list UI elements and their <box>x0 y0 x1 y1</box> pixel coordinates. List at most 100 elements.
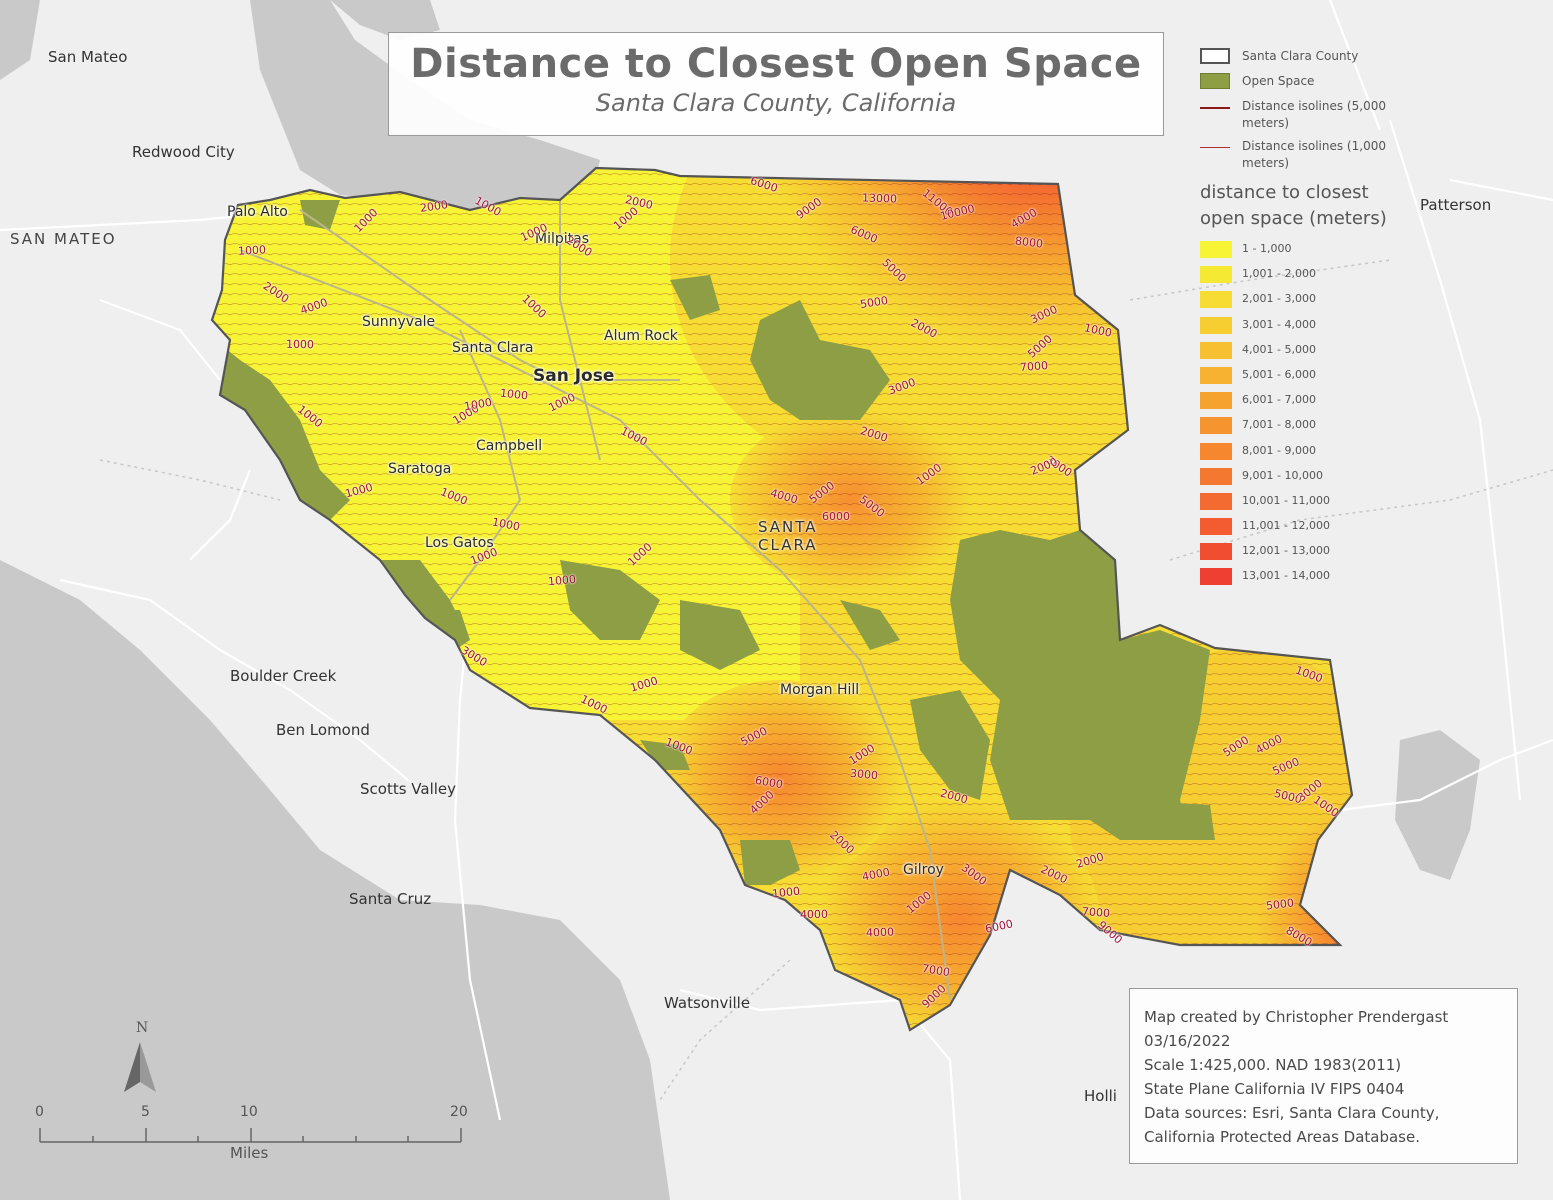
city-label: Sunnyvale <box>362 314 436 330</box>
legend-heading: distance to closest open space (meters) <box>1200 182 1387 229</box>
credit-line: Data sources: Esri, Santa Clara County, <box>1144 1104 1440 1122</box>
legend-class-label: 10,001 - 11,000 <box>1242 493 1330 507</box>
north-label: N <box>136 1020 149 1036</box>
isoline-label: 3000 <box>849 766 879 783</box>
isoline-label: 4000 <box>865 925 895 940</box>
isoline-label: 1000 <box>285 337 315 352</box>
legend-class-label: 9,001 - 10,000 <box>1242 468 1323 482</box>
scale-bar-line <box>39 1128 462 1143</box>
legend-class-row: 9,001 - 10,000 <box>1198 465 1418 490</box>
legend-class-swatch <box>1200 316 1232 334</box>
city-label: Palo Alto <box>227 204 288 220</box>
county-label: SANTA CLARA <box>758 518 818 554</box>
scale-tick-label: 0 <box>35 1104 44 1120</box>
legend-class-label: 1,001 - 2,000 <box>1242 267 1316 281</box>
legend-class-row: 11,001 - 12,000 <box>1198 515 1418 540</box>
credit-line: 03/16/2022 <box>1144 1032 1231 1050</box>
isoline-label: 7000 <box>1081 905 1111 920</box>
legend-class-row: 4,001 - 5,000 <box>1198 339 1418 364</box>
legend-class-label: 11,001 - 12,000 <box>1242 519 1330 533</box>
legend-classes: 1 - 1,000 1,001 - 2,000 2,001 - 3,000 3,001… <box>1198 238 1418 591</box>
city-label: Milpitas <box>535 231 589 247</box>
city-label: Los Gatos <box>425 535 494 551</box>
legend-class-label: 8,001 - 9,000 <box>1242 443 1316 457</box>
legend-class-row: 1 - 1,000 <box>1198 238 1418 263</box>
isoline-label: 1000 <box>237 243 267 258</box>
legend-class-swatch <box>1200 492 1232 510</box>
legend-class-swatch <box>1200 341 1232 359</box>
credit-line: State Plane California IV FIPS 0404 <box>1144 1080 1405 1098</box>
credit-line: California Protected Areas Database. <box>1144 1128 1420 1146</box>
legend-class-label: 2,001 - 3,000 <box>1242 292 1316 306</box>
credit-line: Map created by Christopher Prendergast <box>1144 1008 1449 1026</box>
place-label: Patterson <box>1420 196 1492 214</box>
scale-units: Miles <box>230 1144 269 1162</box>
place-label: Holli <box>1084 1087 1117 1105</box>
legend-class-swatch <box>1200 291 1232 309</box>
legend-class-swatch <box>1200 543 1232 561</box>
map-subtitle: Santa Clara County, California <box>595 89 957 117</box>
legend-label: Santa Clara County <box>1242 49 1359 63</box>
legend-class-row: 6,001 - 7,000 <box>1198 389 1418 414</box>
legend-class-label: 6,001 - 7,000 <box>1242 393 1316 407</box>
isoline-label: 7000 <box>1019 359 1049 374</box>
north-arrow-icon <box>124 1042 156 1092</box>
legend-class-swatch <box>1200 241 1232 258</box>
legend-class-swatch <box>1200 366 1232 384</box>
legend-class-label: 4,001 - 5,000 <box>1242 342 1316 356</box>
credits-box: Map created by Christopher Prendergast 0… <box>1129 988 1518 1164</box>
place-label: Scotts Valley <box>360 780 457 798</box>
legend: Santa Clara County Open Space Distance i… <box>1198 44 1418 591</box>
legend-class-swatch <box>1200 392 1232 410</box>
county-label-line: CLARA <box>758 536 818 554</box>
legend-class-swatch <box>1200 568 1232 586</box>
legend-class-label: 12,001 - 13,000 <box>1242 544 1330 558</box>
legend-class-swatch <box>1200 518 1232 536</box>
legend-class-row: 13,001 - 14,000 <box>1198 565 1418 590</box>
legend-label: Open Space <box>1242 74 1315 88</box>
place-label: SAN MATEO <box>10 230 117 248</box>
isoline-5000-icon <box>1200 107 1230 109</box>
legend-class-label: 5,001 - 6,000 <box>1242 367 1316 381</box>
open-space-icon <box>1200 73 1230 89</box>
place-label: Watsonville <box>664 994 751 1012</box>
legend-class-row: 12,001 - 13,000 <box>1198 540 1418 565</box>
legend-class-swatch <box>1200 467 1232 485</box>
legend-class-row: 7,001 - 8,000 <box>1198 414 1418 439</box>
isoline-1000-icon <box>1200 147 1230 148</box>
place-label: Santa Cruz <box>349 890 432 908</box>
scale-tick-label: 10 <box>240 1104 258 1120</box>
legend-class-label: 13,001 - 14,000 <box>1242 569 1330 583</box>
legend-class-row: 10,001 - 11,000 <box>1198 490 1418 515</box>
city-label: Morgan Hill <box>780 682 860 698</box>
legend-class-row: 3,001 - 4,000 <box>1198 314 1418 339</box>
legend-class-label: 1 - 1,000 <box>1242 242 1292 255</box>
scale-tick-label: 20 <box>450 1104 468 1120</box>
legend-item-isoline-5000: Distance isolines (5,000 meters) <box>1198 94 1418 134</box>
map-title: Distance to Closest Open Space <box>410 41 1142 87</box>
legend-class-label: 7,001 - 8,000 <box>1242 418 1316 432</box>
legend-class-swatch <box>1200 442 1232 460</box>
isoline-label: 4000 <box>799 907 829 922</box>
city-label: Saratoga <box>388 461 452 477</box>
county-label-line: SANTA <box>758 518 818 536</box>
place-label: Boulder Creek <box>230 667 337 685</box>
title-box: Distance to Closest Open Space Santa Cla… <box>388 32 1164 136</box>
legend-item-county: Santa Clara County <box>1198 44 1418 69</box>
legend-class-row: 8,001 - 9,000 <box>1198 440 1418 465</box>
legend-class-row: 1,001 - 2,000 <box>1198 263 1418 288</box>
legend-item-isoline-1000: Distance isolines (1,000 meters) <box>1198 134 1418 174</box>
city-label: Gilroy <box>903 862 944 878</box>
city-label: Santa Clara <box>452 340 534 356</box>
place-label: San Mateo <box>48 48 128 66</box>
isoline-label: 1000 <box>547 572 577 589</box>
city-label: San Jose <box>533 366 615 386</box>
place-label: Ben Lomond <box>276 721 370 739</box>
legend-class-swatch <box>1200 417 1232 435</box>
legend-label: Distance isolines (1,000 meters) <box>1242 139 1386 170</box>
legend-class-label: 3,001 - 4,000 <box>1242 317 1316 331</box>
legend-class-row: 2,001 - 3,000 <box>1198 288 1418 313</box>
legend-label: Distance isolines (5,000 meters) <box>1242 99 1386 130</box>
